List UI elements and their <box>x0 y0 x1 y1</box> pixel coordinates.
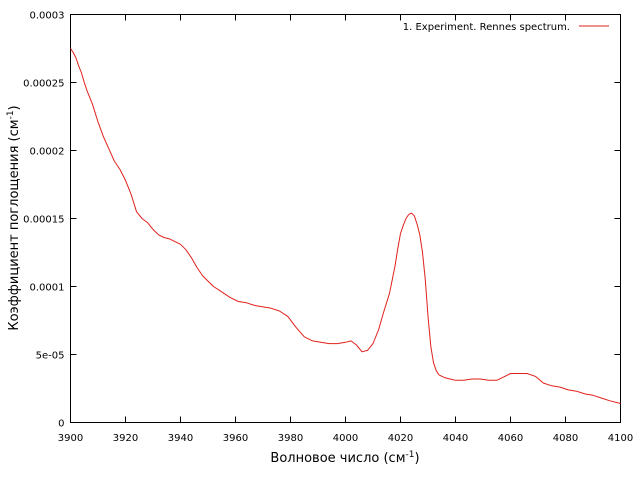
x-tick-label: 3980 <box>278 433 303 444</box>
plot-frame <box>70 14 621 423</box>
x-tick-label: 4060 <box>498 433 523 444</box>
x-tick-label: 4100 <box>608 433 633 444</box>
legend: 1. Experiment. Rennes spectrum. <box>403 22 609 33</box>
x-tick-label: 3940 <box>168 433 193 444</box>
series-layer <box>70 48 621 404</box>
x-tick-label: 4020 <box>388 433 413 444</box>
y-tick-label: 0.0002 <box>30 147 65 158</box>
x-tick-label: 4040 <box>443 433 468 444</box>
legend-label: 1. Experiment. Rennes spectrum. <box>403 22 570 33</box>
x-tick-label: 4000 <box>333 433 358 444</box>
x-axis-ticks: 3900 3920 3940 3960 3980 4000 4020 4040 4060 4080… <box>58 14 633 444</box>
y-tick-label: 0.00015 <box>23 215 64 226</box>
x-tick-label: 4080 <box>553 433 578 444</box>
y-tick-label: 0.00025 <box>23 79 64 90</box>
y-tick-label: 0.0001 <box>30 283 65 294</box>
y-tick-label: 5e-05 <box>36 351 65 362</box>
y-tick-label: 0 <box>58 419 64 430</box>
x-axis-label: Волновое число (см-1) <box>270 450 419 466</box>
x-tick-label: 3900 <box>58 433 83 444</box>
y-tick-label: 0.0003 <box>30 11 65 22</box>
y-axis-ticks: 0 5e-05 0.0001 0.00015 0.0002 0.00025 0.0003 <box>23 11 621 430</box>
x-tick-label: 3920 <box>113 433 138 444</box>
series-line-0 <box>70 48 621 404</box>
y-axis-label: Коэффициент поглощения (см-1) <box>6 105 22 330</box>
x-tick-label: 3960 <box>223 433 248 444</box>
